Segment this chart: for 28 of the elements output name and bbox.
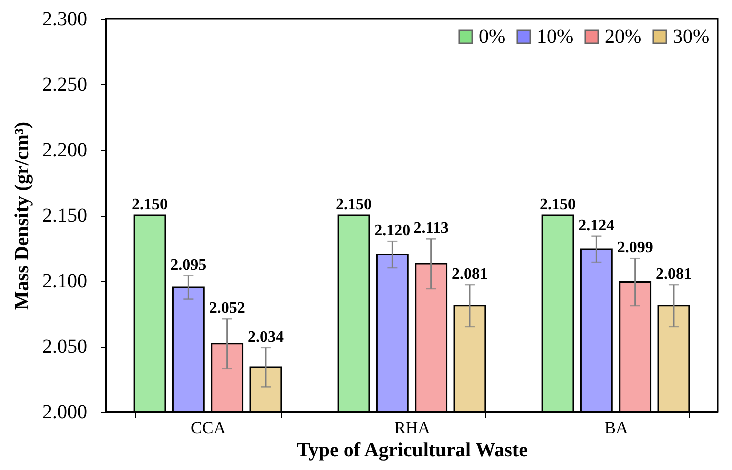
data-label: 2.113 xyxy=(414,220,449,238)
x-axis-title: Type of Agricultural Waste xyxy=(297,440,528,462)
legend-label: 10% xyxy=(537,26,574,48)
data-label: 2.120 xyxy=(374,222,411,240)
legend-label: 30% xyxy=(673,26,710,48)
data-label: 2.095 xyxy=(170,256,207,274)
data-label: 2.052 xyxy=(209,300,246,317)
data-label: 2.081 xyxy=(656,266,692,283)
y-axis-title: Mass Density (gr/cm³) xyxy=(12,122,34,310)
x-tick-label: CCA xyxy=(191,418,227,438)
data-label: 2.150 xyxy=(132,196,168,214)
y-tick-label: 2.100 xyxy=(42,270,88,292)
data-label: 2.150 xyxy=(336,196,372,214)
y-tick-label: 2.300 xyxy=(42,8,88,30)
x-tick-label: RHA xyxy=(394,418,432,438)
y-tick-label: 2.050 xyxy=(42,336,88,358)
y-tick-label: 2.250 xyxy=(42,74,88,96)
y-tick-label: 2.150 xyxy=(42,205,88,227)
data-label: 2.081 xyxy=(452,266,488,283)
y-tick-label: 2.000 xyxy=(42,402,88,424)
data-label: 2.124 xyxy=(578,217,615,234)
x-tick-label: BA xyxy=(604,418,630,438)
legend-label: 20% xyxy=(605,26,642,48)
data-label: 2.099 xyxy=(617,240,654,257)
legend-label: 0% xyxy=(479,26,506,48)
data-label: 2.034 xyxy=(248,328,284,346)
data-label: 2.150 xyxy=(540,196,576,214)
y-tick-label: 2.200 xyxy=(42,140,88,162)
